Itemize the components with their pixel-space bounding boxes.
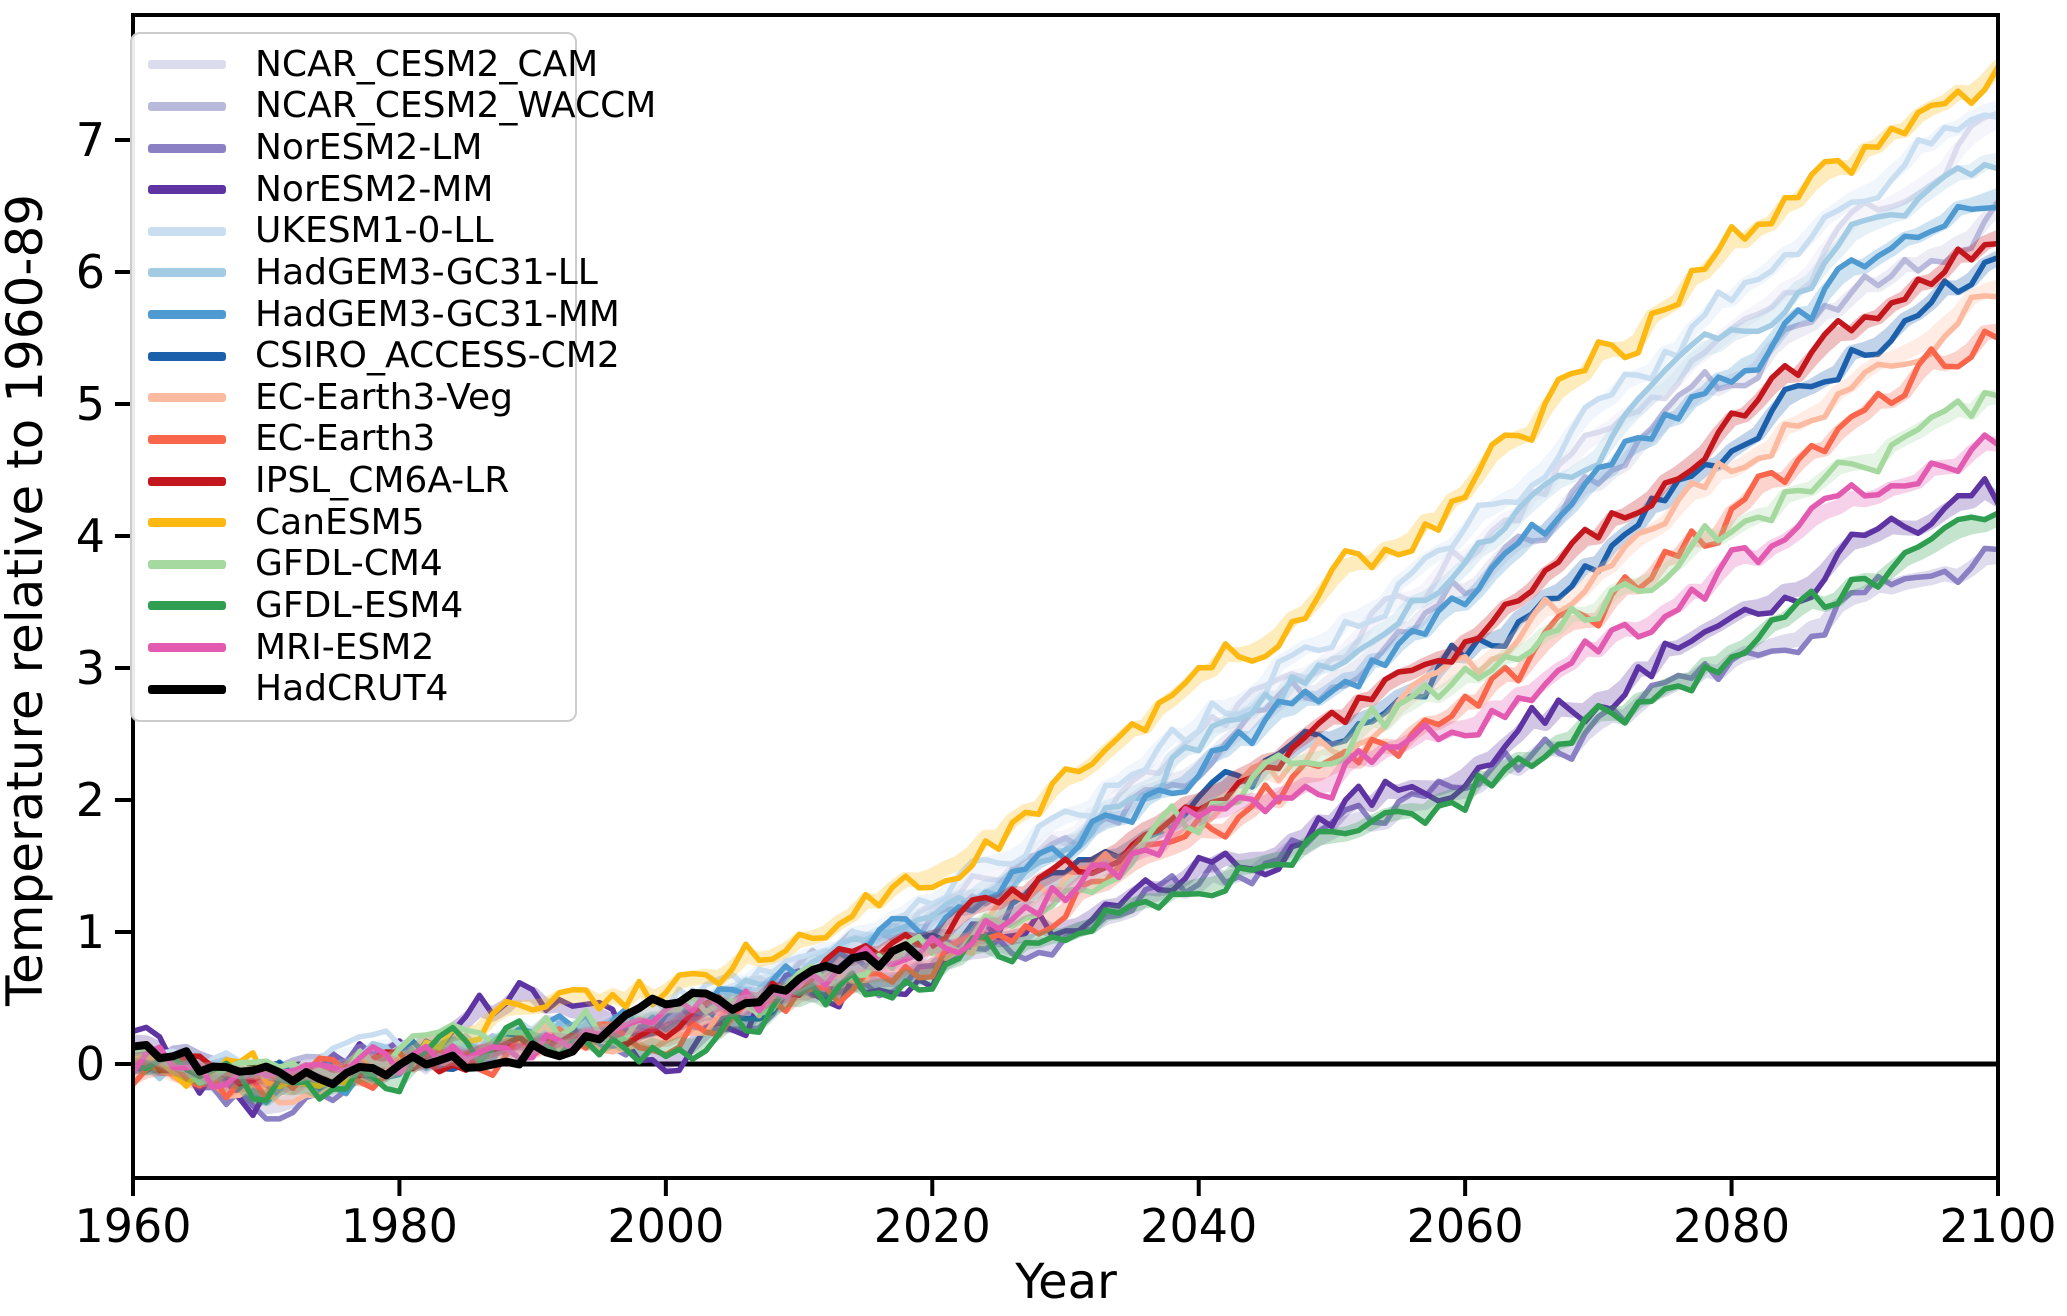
legend-label-mri-esm2: MRI-ESM2 xyxy=(255,626,435,668)
legend-item-hadgem3-gc31-mm: HadGEM3-GC31-MM xyxy=(132,294,620,335)
x-tick-label: 2100 xyxy=(1939,1199,2056,1253)
legend-item-ec-earth3-veg: EC-Earth3-Veg xyxy=(132,377,575,418)
series-line-hadgem3-gc31-ll xyxy=(133,161,1998,1095)
legend-swatch-ec-earth3-veg xyxy=(148,393,226,403)
legend-item-noresm2-mm: NorESM2-MM xyxy=(132,169,575,210)
series-gfdl-esm4 xyxy=(133,510,1998,1106)
legend-item-ncar-cesm2-cam: NCAR_CESM2_CAM xyxy=(132,44,598,85)
legend-swatch-mri-esm2 xyxy=(148,643,226,653)
x-tick-label: 2000 xyxy=(607,1199,724,1253)
plot-area xyxy=(133,59,1998,1122)
y-tick-label: 6 xyxy=(76,245,105,299)
series-canesm5 xyxy=(133,59,1998,1090)
y-tick-label: 2 xyxy=(76,773,105,827)
legend-label-gfdl-cm4: GFDL-CM4 xyxy=(255,543,443,585)
legend-label-ipsl-cm6a-lr: IPSL_CM6A-LR xyxy=(255,460,510,502)
x-tick-label: 2060 xyxy=(1407,1199,1524,1253)
y-tick-label: 4 xyxy=(76,509,105,563)
legend-label-hadgem3-gc31-mm: HadGEM3-GC31-MM xyxy=(255,293,620,335)
legend-swatch-hadgem3-gc31-ll xyxy=(148,268,226,278)
legend-label-canesm5: CanESM5 xyxy=(255,501,425,543)
series-line-hadcrut4 xyxy=(133,941,923,1089)
series-line-ipsl-cm6a-lr xyxy=(133,240,1998,1087)
legend-label-hadgem3-gc31-ll: HadGEM3-GC31-LL xyxy=(255,251,598,293)
legend-item-mri-esm2: MRI-ESM2 xyxy=(132,627,575,668)
legend-item-csiro-access-cm2: CSIRO_ACCESS-CM2 xyxy=(132,336,620,377)
legend-item-ipsl-cm6a-lr: IPSL_CM6A-LR xyxy=(132,461,575,502)
legend-label-ukesm1-0-ll: UKESM1-0-LL xyxy=(255,210,494,252)
legend-swatch-ec-earth3 xyxy=(148,434,226,444)
legend-label-noresm2-mm: NorESM2-MM xyxy=(255,168,494,210)
x-axis-ticks: 1960 1980 2000 2020 2040 2060 2080 2100 xyxy=(74,1178,2057,1253)
legend-swatch-gfdl-cm4 xyxy=(148,559,226,569)
legend-label-csiro-access-cm2: CSIRO_ACCESS-CM2 xyxy=(255,335,620,377)
legend-swatch-ncar-cesm2-waccm xyxy=(148,101,226,111)
legend-swatch-gfdl-esm4 xyxy=(148,601,226,611)
legend-item-gfdl-cm4: GFDL-CM4 xyxy=(132,544,575,585)
legend-label-gfdl-esm4: GFDL-ESM4 xyxy=(255,584,464,626)
legend-label-ec-earth3: EC-Earth3 xyxy=(255,418,436,460)
legend-item-hadcrut4: HadCRUT4 xyxy=(132,669,575,710)
series-line-gfdl-esm4 xyxy=(133,510,1998,1104)
legend: NCAR_CESM2_CAM NCAR_CESM2_WACCM NorESM2-LM… xyxy=(130,32,656,722)
y-axis-ticks: 0 1 2 3 4 5 6 7 xyxy=(76,113,133,1091)
series-gfdl-cm4 xyxy=(133,389,1998,1086)
x-tick-label: 2020 xyxy=(874,1199,991,1253)
legend-item-hadgem3-gc31-ll: HadGEM3-GC31-LL xyxy=(132,252,598,293)
series-hadcrut4 xyxy=(133,941,926,1089)
legend-swatch-noresm2-mm xyxy=(148,185,226,195)
legend-swatch-ipsl-cm6a-lr xyxy=(148,476,226,486)
legend-item-canesm5: CanESM5 xyxy=(132,502,575,543)
series-line-canesm5 xyxy=(133,64,1998,1090)
legend-swatch-csiro-access-cm2 xyxy=(148,351,226,361)
legend-swatch-hadgem3-gc31-mm xyxy=(148,310,226,320)
legend-label-noresm2-lm: NorESM2-LM xyxy=(255,127,483,169)
y-tick-label: 5 xyxy=(76,377,105,431)
legend-label-hadcrut4: HadCRUT4 xyxy=(255,668,449,710)
y-tick-label: 1 xyxy=(76,905,105,959)
legend-label-ncar-cesm2-waccm: NCAR_CESM2_WACCM xyxy=(255,85,657,127)
legend-label-ncar-cesm2-cam: NCAR_CESM2_CAM xyxy=(255,43,599,85)
x-tick-label: 1980 xyxy=(341,1199,458,1253)
legend-item-noresm2-lm: NorESM2-LM xyxy=(132,128,575,169)
series-halo-gfdl-esm4 xyxy=(133,510,1998,1106)
x-tick-label: 2040 xyxy=(1140,1199,1257,1253)
x-tick-label: 1960 xyxy=(74,1199,191,1253)
legend-swatch-hadcrut4 xyxy=(148,684,226,694)
legend-swatch-canesm5 xyxy=(148,518,226,528)
y-tick-label: 0 xyxy=(76,1037,105,1091)
y-tick-label: 7 xyxy=(76,113,105,167)
legend-swatch-ukesm1-0-ll xyxy=(148,226,226,236)
x-tick-label: 2080 xyxy=(1673,1199,1790,1253)
legend-item-ncar-cesm2-waccm: NCAR_CESM2_WACCM xyxy=(132,86,656,127)
x-axis-label: Year xyxy=(1014,1254,1117,1310)
legend-swatch-ncar-cesm2-cam xyxy=(148,60,226,70)
legend-label-ec-earth3-veg: EC-Earth3-Veg xyxy=(255,376,514,418)
series-line-gfdl-cm4 xyxy=(133,389,1998,1086)
legend-item-ukesm1-0-ll: UKESM1-0-LL xyxy=(132,211,575,252)
legend-item-ec-earth3: EC-Earth3 xyxy=(132,419,575,460)
y-axis-label: Temperature relative to 1960-89 xyxy=(0,194,54,1007)
y-tick-label: 3 xyxy=(76,641,105,695)
legend-swatch-noresm2-lm xyxy=(148,143,226,153)
legend-item-gfdl-esm4: GFDL-ESM4 xyxy=(132,585,575,626)
